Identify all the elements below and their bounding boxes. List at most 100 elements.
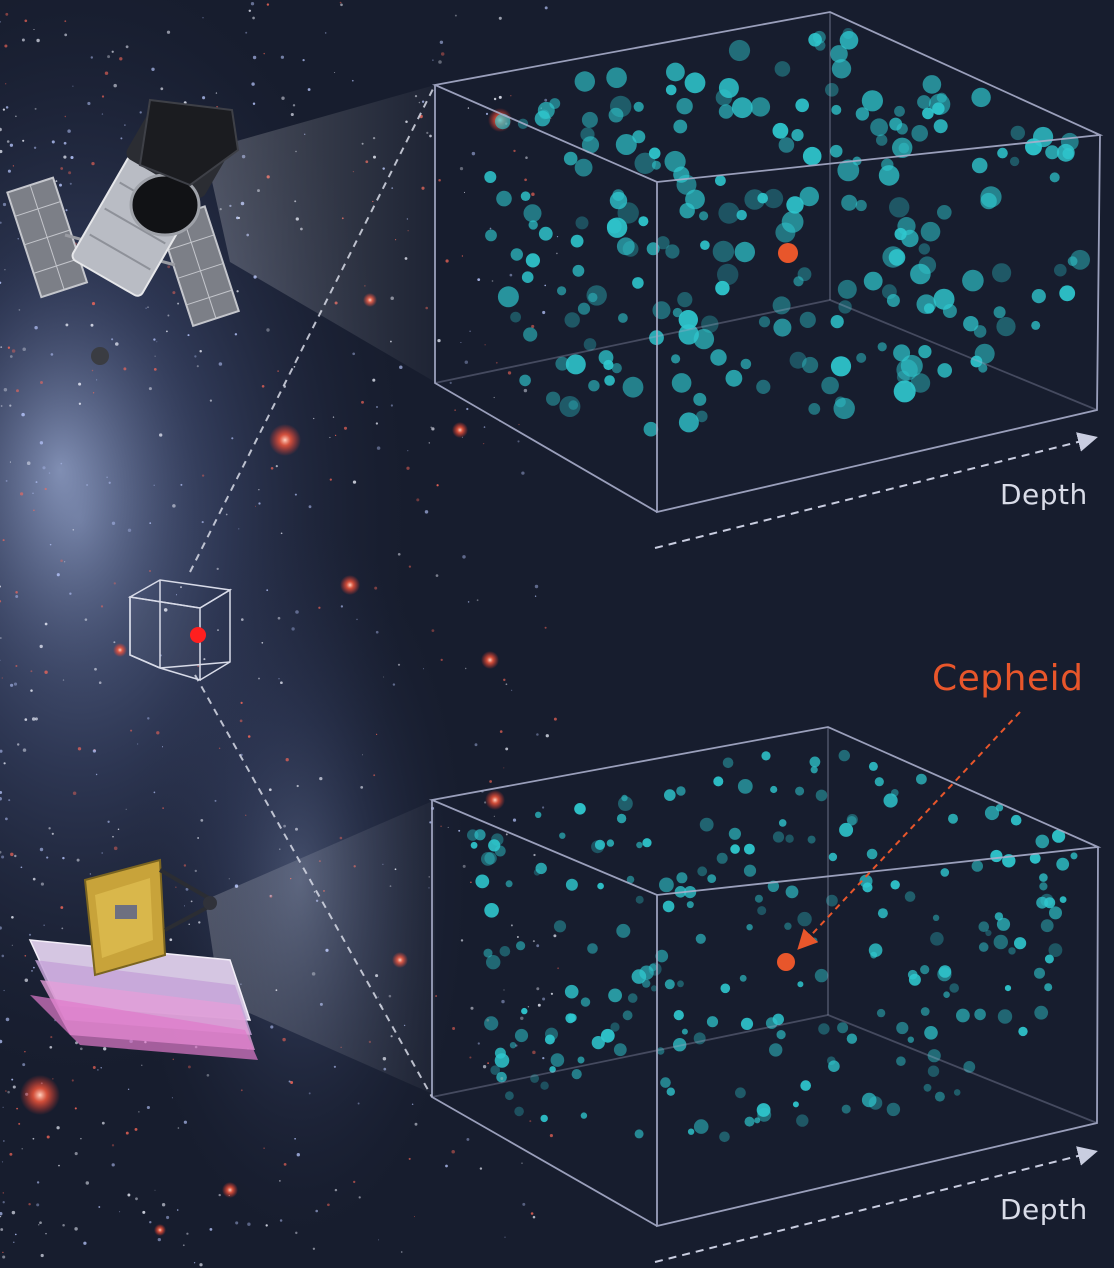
- background-star: [536, 987, 540, 991]
- star-dot: [963, 1061, 976, 1073]
- star-dot: [622, 376, 644, 398]
- star-dot: [575, 216, 589, 230]
- background-star: [0, 405, 3, 407]
- background-star: [171, 1097, 173, 1099]
- background-star: [438, 179, 441, 182]
- star-dot: [622, 1010, 633, 1021]
- star-dot: [739, 974, 747, 982]
- star-dot: [971, 157, 988, 174]
- background-star: [9, 683, 14, 687]
- background-star: [36, 1181, 40, 1184]
- star-dot: [700, 240, 710, 250]
- background-star: [3, 1140, 5, 1142]
- background-star: [0, 796, 2, 801]
- star-dot: [676, 98, 693, 115]
- background-star: [113, 83, 117, 88]
- background-star: [557, 967, 559, 970]
- background-star: [16, 743, 20, 746]
- star-dot: [971, 860, 983, 872]
- star-dot: [652, 301, 671, 320]
- background-star: [334, 71, 336, 74]
- background-star: [296, 784, 299, 788]
- background-star: [352, 352, 356, 356]
- background-star: [536, 944, 540, 948]
- background-star: [11, 944, 13, 946]
- background-star: [235, 1221, 239, 1225]
- background-star: [290, 1081, 294, 1084]
- star-dot: [693, 1119, 709, 1134]
- background-star: [161, 746, 164, 748]
- background-star: [106, 476, 108, 479]
- background-star: [28, 933, 32, 936]
- background-star: [48, 827, 51, 830]
- background-star: [180, 586, 182, 589]
- depth-box-bottom: [428, 711, 1102, 1263]
- cepheid-pointer-arrow: [797, 711, 1021, 950]
- background-star: [265, 1224, 268, 1227]
- star-dot: [537, 101, 555, 119]
- star-dot: [1029, 852, 1041, 864]
- background-star: [0, 127, 2, 132]
- background-star: [72, 529, 75, 531]
- star-dot: [953, 1089, 961, 1096]
- star-dot: [920, 1007, 930, 1016]
- background-star: [91, 302, 96, 306]
- background-star: [533, 853, 536, 857]
- star-dot: [1035, 834, 1050, 849]
- background-star: [182, 1244, 185, 1247]
- star-dot: [565, 878, 578, 891]
- background-star: [9, 355, 13, 358]
- background-star: [556, 252, 558, 255]
- background-star: [42, 466, 46, 470]
- background-star: [440, 658, 443, 662]
- background-star: [334, 1188, 338, 1192]
- star-dot: [633, 101, 644, 112]
- star-dot: [565, 354, 586, 375]
- star-dot: [948, 813, 958, 824]
- star-dot: [728, 827, 742, 840]
- background-star: [258, 677, 260, 680]
- star-dot: [604, 375, 615, 386]
- background-star: [60, 462, 63, 465]
- background-star: [65, 323, 69, 327]
- background-star: [340, 605, 344, 608]
- star-dot: [758, 316, 771, 328]
- background-star: [9, 404, 12, 407]
- background-star: [499, 730, 503, 733]
- background-star: [24, 954, 27, 957]
- star-dot: [826, 894, 838, 907]
- background-star: [512, 818, 517, 822]
- background-star: [383, 676, 385, 678]
- star-dot: [634, 152, 656, 174]
- background-star: [153, 368, 157, 371]
- star-dot: [877, 342, 887, 352]
- star-dot: [568, 400, 579, 410]
- star-dot: [744, 843, 755, 855]
- star-dot: [740, 1017, 754, 1030]
- background-star: [439, 40, 444, 44]
- star-dot: [664, 789, 676, 801]
- background-star: [206, 1074, 210, 1077]
- background-star: [33, 28, 35, 31]
- background-star: [176, 1209, 179, 1211]
- background-star: [542, 806, 545, 809]
- star-dot: [974, 1008, 986, 1021]
- background-star: [252, 55, 257, 60]
- star-dot: [648, 962, 662, 976]
- star-dot: [608, 988, 622, 1003]
- star-dot: [856, 352, 867, 363]
- background-star: [440, 52, 445, 56]
- background-star: [124, 124, 126, 126]
- star-dot: [974, 343, 995, 364]
- star-dot: [837, 159, 860, 182]
- star-dot: [642, 979, 651, 988]
- star-dot: [510, 248, 523, 261]
- star-dot: [610, 1022, 620, 1032]
- star-dot: [923, 1083, 932, 1092]
- star-dot: [621, 794, 628, 802]
- background-star: [18, 1122, 21, 1125]
- background-star: [530, 1212, 534, 1215]
- background-star: [503, 767, 505, 769]
- background-star: [361, 400, 364, 404]
- star-dot: [776, 1030, 786, 1040]
